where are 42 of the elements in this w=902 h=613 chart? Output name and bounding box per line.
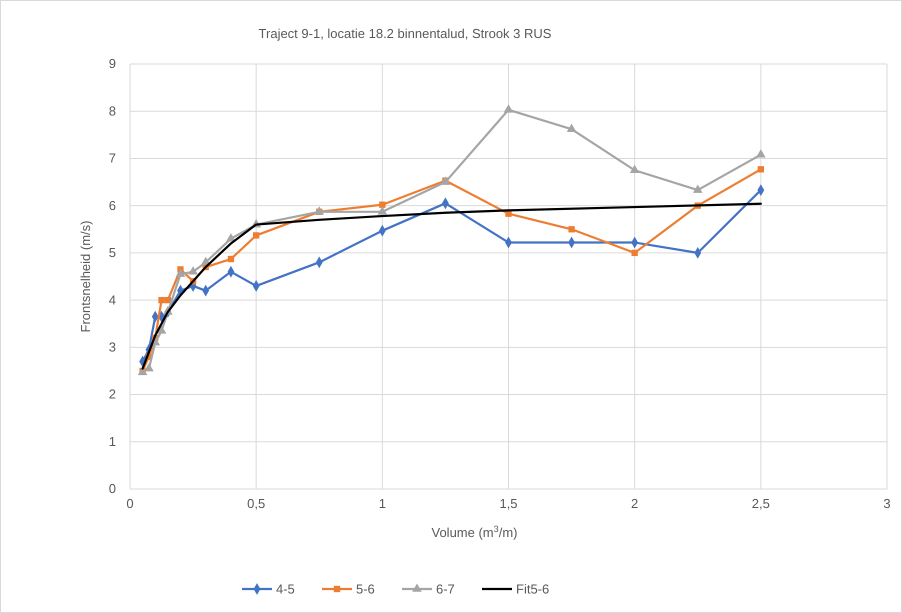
y-tick-label: 3 — [108, 339, 116, 354]
point — [566, 124, 576, 132]
point — [630, 164, 640, 174]
point — [176, 268, 186, 277]
y-tick-label: 5 — [108, 245, 116, 260]
point — [756, 149, 766, 158]
x-tick-label: 0 — [126, 496, 134, 512]
point — [158, 296, 165, 304]
legend-label: Fit5-6 — [516, 582, 550, 596]
y-tick-label: 0 — [108, 481, 116, 496]
y-tick-label: 8 — [108, 103, 116, 118]
point — [568, 226, 575, 232]
y-axis-title: Frontsnelheid (m/s) — [78, 220, 93, 332]
point — [314, 206, 324, 215]
x-tick-label: 0,5 — [247, 496, 266, 512]
x-tick-label: 2,5 — [752, 496, 770, 512]
y-tick-label: 9 — [108, 56, 116, 72]
point — [164, 296, 172, 304]
legend-label: 4-5 — [276, 582, 295, 596]
point — [378, 206, 388, 215]
x-tick-label: 1,5 — [499, 496, 518, 512]
chart-title: Traject 9-1, locatie 18.2 binnentalud, Strook 3 RUS — [258, 26, 552, 41]
y-tick-label: 1 — [108, 434, 116, 449]
x-axis-title: Volume (m$^{3}$/m) — [432, 524, 518, 540]
x-tick-label: 1 — [378, 496, 386, 512]
legend-label: 6-7 — [436, 582, 455, 596]
point — [504, 104, 514, 113]
point — [228, 256, 234, 262]
y-tick-label: 6 — [108, 198, 116, 213]
point — [253, 232, 260, 239]
point — [188, 266, 198, 275]
y-tick-label: 4 — [108, 292, 116, 308]
x-tick-label: 3 — [883, 496, 891, 512]
x-tick-label: 2 — [631, 496, 638, 512]
point — [758, 166, 764, 172]
point — [144, 363, 154, 372]
point — [379, 202, 386, 208]
legend-label: 5-6 — [356, 582, 375, 596]
y-tick-label: 7 — [108, 150, 116, 166]
point — [692, 184, 703, 193]
y-tick-label: 2 — [108, 386, 116, 402]
point — [632, 250, 638, 256]
